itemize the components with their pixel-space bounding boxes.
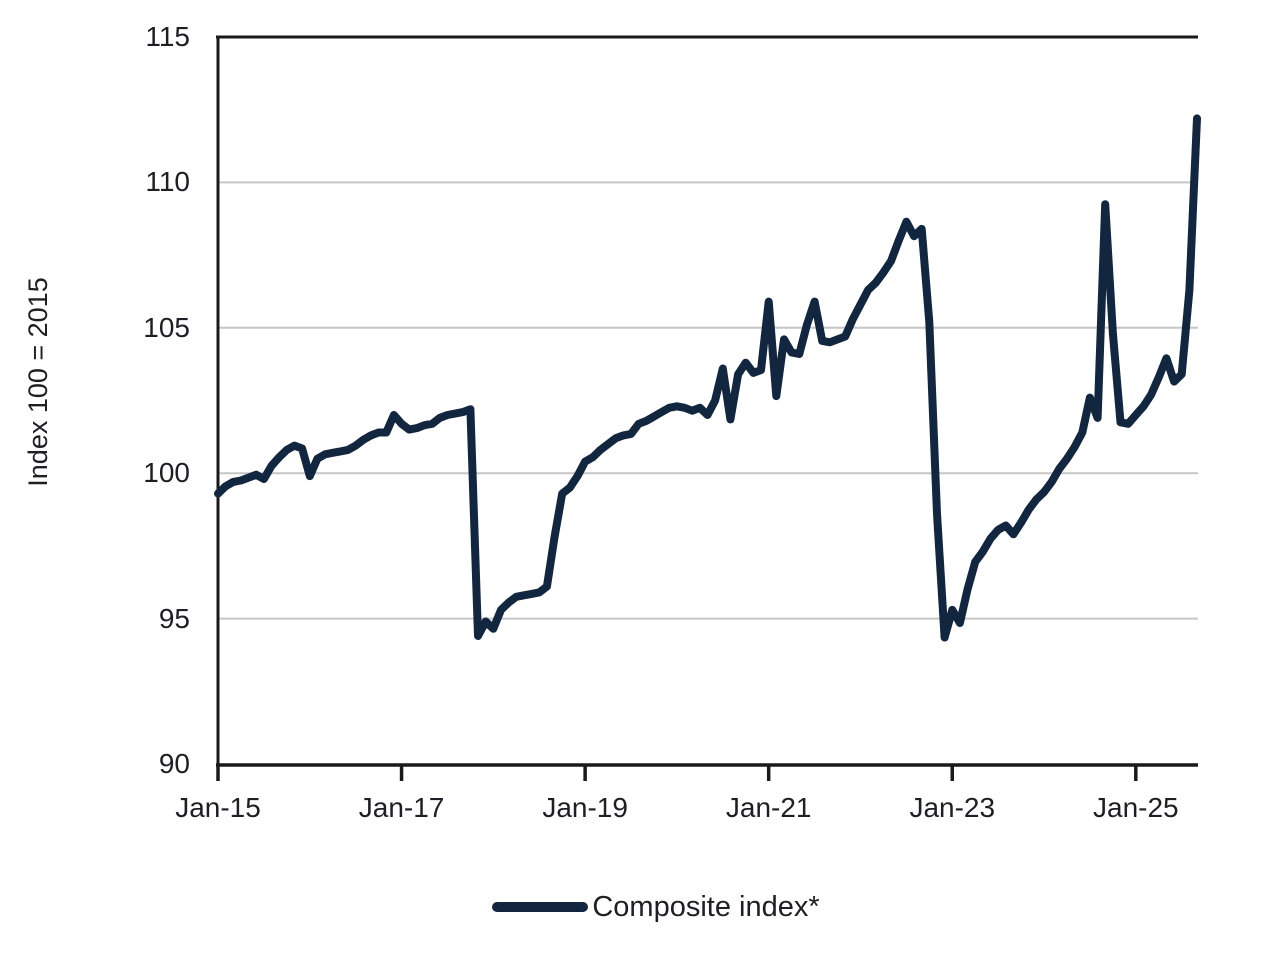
y-tick-label-95: 95 bbox=[158, 602, 190, 634]
y-tick-label-100: 100 bbox=[143, 457, 190, 489]
x-tick-label-Jan-15: Jan-15 bbox=[175, 792, 261, 823]
legend-line-swatch bbox=[492, 902, 589, 912]
x-tick-label-Jan-21: Jan-21 bbox=[725, 792, 812, 823]
x-tick-label-Jan-25: Jan-25 bbox=[1093, 792, 1179, 823]
legend: Composite index* bbox=[16, 884, 1280, 930]
y-tick-label-115: 115 bbox=[145, 21, 190, 52]
x-tick-label-Jan-19: Jan-19 bbox=[542, 792, 628, 823]
composite-index-series-line bbox=[214, 114, 1201, 642]
y-tick-label-105: 105 bbox=[143, 311, 190, 343]
y-tick-label-110: 110 bbox=[145, 166, 190, 198]
y-axis-title: Index 100 = 2015 bbox=[23, 277, 53, 487]
x-tick-label-Jan-23: Jan-23 bbox=[909, 792, 996, 823]
y-tick-label-90: 90 bbox=[158, 748, 190, 779]
legend-label: Composite index* bbox=[592, 890, 820, 923]
x-tick-label-Jan-17: Jan-17 bbox=[358, 792, 445, 823]
